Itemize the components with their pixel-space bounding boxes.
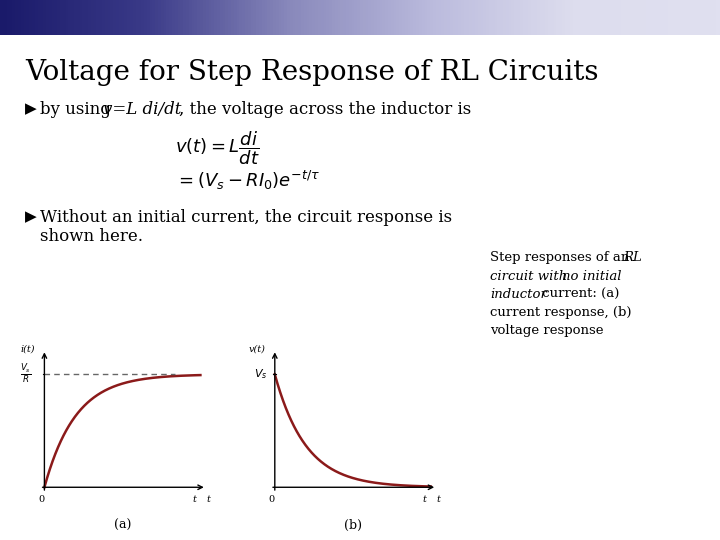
Text: inductor: inductor [490,287,547,301]
Text: i(t): i(t) [21,345,35,354]
Text: current: (a): current: (a) [538,287,619,301]
Text: voltage response: voltage response [490,323,603,336]
Text: 0: 0 [38,495,45,504]
Text: v=L di/dt: v=L di/dt [103,101,181,118]
Text: 0: 0 [269,495,275,504]
Text: $\frac{V_s}{R}$: $\frac{V_s}{R}$ [20,363,32,386]
Text: (b): (b) [344,519,362,532]
Text: $\blacktriangleright$: $\blacktriangleright$ [22,210,39,225]
Text: (a): (a) [114,519,131,532]
Text: $v(t) = L\dfrac{di}{dt}$: $v(t) = L\dfrac{di}{dt}$ [175,129,260,167]
Text: t: t [206,495,210,504]
Text: $V_s$: $V_s$ [253,367,267,381]
Text: Step responses of an: Step responses of an [490,252,634,265]
Text: t: t [436,495,441,504]
Text: by using: by using [40,101,116,118]
Text: t: t [423,495,426,504]
Text: circuit with: circuit with [490,269,572,282]
Text: Without an initial current, the circuit response is: Without an initial current, the circuit … [40,210,452,226]
Text: Voltage for Step Response of RL Circuits: Voltage for Step Response of RL Circuits [25,59,598,86]
Text: , the voltage across the inductor is: , the voltage across the inductor is [179,101,472,118]
Text: t: t [192,495,196,504]
Text: current response, (b): current response, (b) [490,306,631,319]
Text: v(t): v(t) [248,345,266,354]
Text: RL: RL [623,252,642,265]
Text: $\blacktriangleright$: $\blacktriangleright$ [22,101,39,117]
Text: no initial: no initial [562,269,621,282]
Text: $= (V_s - RI_0)e^{-t/\tau}$: $= (V_s - RI_0)e^{-t/\tau}$ [175,170,320,192]
Text: shown here.: shown here. [40,228,143,246]
